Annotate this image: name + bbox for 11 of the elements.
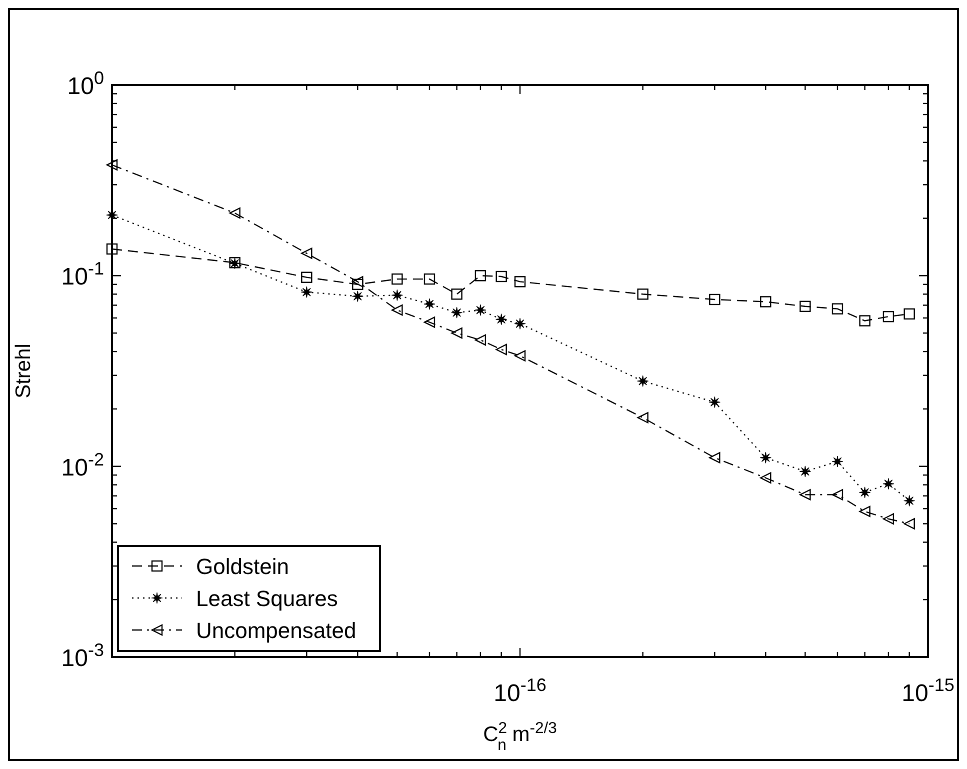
x-tick-label: 10$^{-15}$ bbox=[902, 675, 954, 707]
y-tick-label: 10$^{-3}$ bbox=[61, 640, 104, 672]
x-axis-title: C$^{2}$$_{n}$ m$^{-2/3}$ bbox=[483, 720, 558, 754]
x-tick-label: 10$^{-16}$ bbox=[494, 675, 546, 707]
y-tick-label: 10$^{0}$ bbox=[67, 68, 104, 100]
y-tick-label: 10$^{-2}$ bbox=[61, 449, 104, 482]
legend-label: Goldstein bbox=[196, 554, 289, 579]
y-tick-label: 10$^{-1}$ bbox=[61, 258, 104, 291]
legend-label: Uncompensated bbox=[196, 618, 356, 643]
legend-label: Least Squares bbox=[196, 586, 338, 611]
y-axis-title: Strehl bbox=[12, 344, 35, 398]
